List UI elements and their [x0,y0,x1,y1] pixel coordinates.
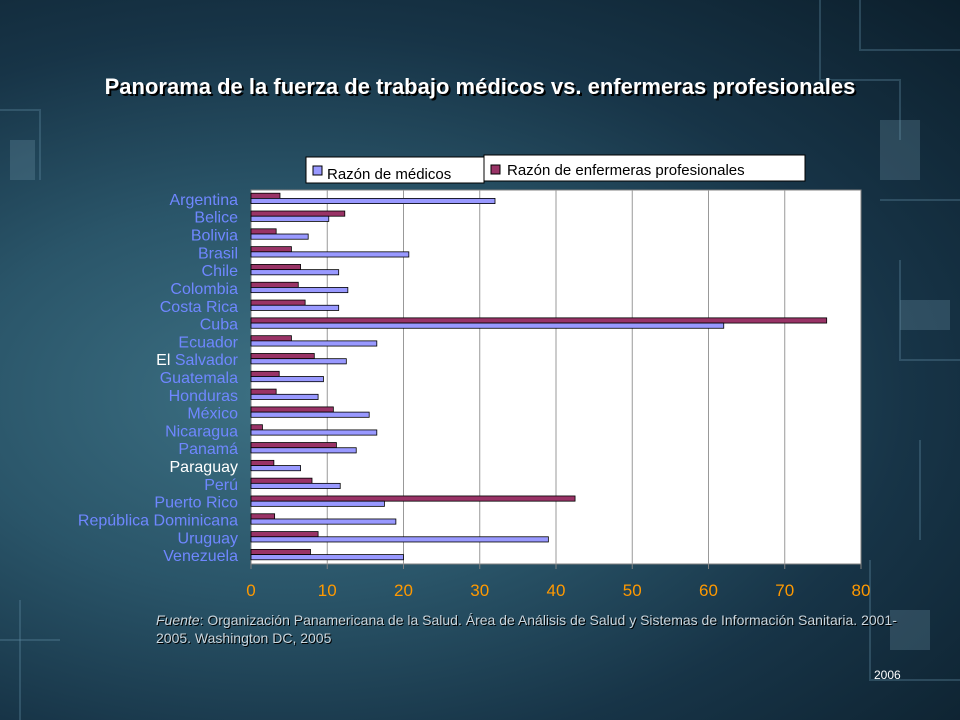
category-label-venezuela: Venezuela [163,548,238,565]
x-tick-label-30: 30 [470,581,489,600]
category-label-paraguay: Paraguay [170,459,239,476]
bar-medicos-brasil [250,251,410,258]
bar-enfermeras-uruguay [250,531,319,538]
bar-enfermeras-peru [250,477,313,484]
category-label-uruguay: Uruguay [178,530,238,547]
bar-enfermeras-bolivia [250,228,277,235]
category-label-puerto-rico: Puerto Rico [154,495,238,512]
legend: Razón de médicos Razón de enfermeras pro… [305,154,806,184]
category-label-honduras: Honduras [169,388,238,405]
bar-enfermeras-honduras [250,388,277,395]
bar-medicos-honduras [250,393,319,400]
bar-enfermeras-chile [250,264,301,271]
category-label-nicaragua: Nicaragua [165,423,238,440]
category-label-ecuador: Ecuador [178,334,238,351]
category-label-cuba: Cuba [200,317,238,334]
source-label: Fuente [156,612,200,628]
bar-enfermeras-argentina [250,192,281,199]
bar-medicos-mexico [250,411,370,418]
x-tick-label-0: 0 [246,581,255,600]
year-label: 2006 [874,668,901,682]
x-tick-label-50: 50 [623,581,642,600]
bar-medicos-panama [250,447,357,454]
bar-medicos-colombia [250,287,349,294]
legend-swatch-medicos [312,165,323,176]
bar-medicos-ecuador [250,340,378,347]
x-axis-ticks: 0 10 20 30 40 50 60 70 80 [246,564,870,600]
legend-label-enfermeras: Razón de enfermeras profesionales [507,162,745,179]
category-label-el-salvador: El Salvador [156,352,238,369]
category-label-costa-rica: Costa Rica [160,299,238,316]
legend-label-medicos: Razón de médicos [327,166,451,183]
x-tick-label-70: 70 [775,581,794,600]
bar-medicos-bolivia [250,233,309,240]
category-label-republica-dominicana: República Dominicana [78,512,238,529]
legend-box-medicos [305,156,485,184]
bar-medicos-argentina [250,197,496,204]
category-label-guatemala: Guatemala [160,370,238,387]
bar-enfermeras-colombia [250,281,299,288]
category-label-belice: Belice [194,210,238,227]
bar-medicos-guatemala [250,376,324,383]
bar-enfermeras-ecuador [250,335,292,342]
bars [250,192,828,561]
bar-enfermeras-brasil [250,246,292,253]
x-tick-label-80: 80 [852,581,871,600]
bar-medicos-nicaragua [250,429,378,436]
x-tick-label-20: 20 [394,581,413,600]
x-tick-label-60: 60 [699,581,718,600]
bar-medicos-chile [250,269,340,276]
bar-enfermeras-paraguay [250,459,275,466]
legend-swatch-enfermeras [490,164,501,175]
bar-enfermeras-el-salvador [250,353,315,360]
bar-medicos-paraguay [250,465,301,472]
category-label-argentina: Argentina [170,192,239,209]
bar-medicos-costa-rica [250,304,340,311]
bar-enfermeras-cuba [250,317,828,324]
source-note: Fuente: Organización Panamericana de la … [156,611,916,647]
category-label-colombia: Colombia [170,281,238,298]
bar-enfermeras-belice [250,210,346,217]
category-label-brasil: Brasil [198,245,238,262]
bar-enfermeras-guatemala [250,370,280,377]
bar-medicos-cuba [250,322,725,329]
source-text: : Organización Panamericana de la Salud.… [156,612,897,646]
bar-enfermeras-nicaragua [250,424,263,431]
bar-enfermeras-panama [250,442,337,449]
category-label-peru: Perú [204,477,238,494]
category-label-mexico: México [187,406,238,423]
bar-medicos-puerto-rico [250,500,385,507]
bar-medicos-venezuela [250,554,404,561]
x-tick-label-10: 10 [318,581,337,600]
bar-medicos-republica-dominicana [250,518,397,525]
slide-title: Panorama de la fuerza de trabajo médicos… [104,74,856,99]
legend-box-enfermeras [483,154,806,182]
category-labels: ArgentinaBeliceBoliviaBrasilChileColombi… [78,192,239,565]
category-label-bolivia: Bolivia [191,228,238,245]
bar-medicos-el-salvador [250,358,347,365]
x-tick-label-40: 40 [547,581,566,600]
bar-enfermeras-costa-rica [250,299,306,306]
category-label-panama: Panamá [178,441,238,458]
bar-enfermeras-mexico [250,406,334,413]
bar-medicos-belice [250,215,330,222]
category-label-chile: Chile [202,263,239,280]
bar-medicos-uruguay [250,536,549,543]
bar-enfermeras-puerto-rico [250,495,576,502]
bar-enfermeras-republica-dominicana [250,513,276,520]
bar-enfermeras-venezuela [250,548,311,555]
bar-medicos-peru [250,482,341,489]
